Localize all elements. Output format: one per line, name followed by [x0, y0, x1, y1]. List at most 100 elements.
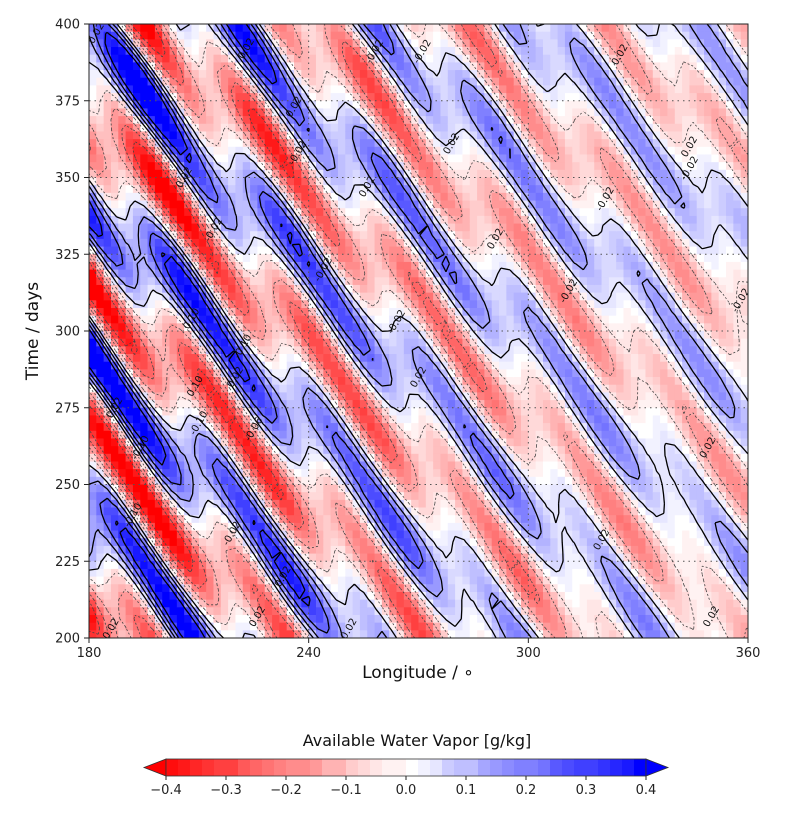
heatmap-cell	[257, 630, 266, 638]
heatmap-cell	[396, 492, 405, 501]
heatmap-cell	[154, 108, 163, 117]
heatmap-cell	[462, 200, 471, 209]
heatmap-cell	[418, 622, 427, 631]
heatmap-cell	[462, 354, 471, 363]
heatmap-cell	[272, 346, 280, 355]
heatmap-cell	[228, 231, 237, 240]
heatmap-cell	[110, 307, 119, 317]
heatmap-cell	[411, 39, 420, 48]
heatmap-cell	[469, 377, 478, 386]
heatmap-cell	[418, 93, 427, 102]
heatmap-cell	[154, 492, 163, 501]
heatmap-cell	[462, 461, 471, 470]
heatmap-cell	[162, 116, 171, 125]
heatmap-cell	[213, 200, 222, 209]
heatmap-cell	[89, 423, 97, 432]
heatmap-cell	[169, 31, 178, 40]
heatmap-cell	[132, 614, 141, 624]
heatmap-cell	[542, 238, 551, 248]
heatmap-cell	[447, 24, 456, 33]
heatmap-cell	[374, 238, 383, 248]
heatmap-cell	[389, 599, 398, 608]
heatmap-cell	[345, 54, 354, 63]
heatmap-cell	[359, 277, 368, 286]
heatmap-cell	[491, 622, 500, 631]
heatmap-cell	[162, 246, 171, 255]
heatmap-cell	[264, 530, 273, 539]
heatmap-cell	[118, 131, 127, 140]
heatmap-cell	[469, 284, 478, 294]
heatmap-cell	[499, 200, 507, 209]
heatmap-cell	[118, 576, 127, 585]
heatmap-cell	[425, 446, 434, 455]
heatmap-cell	[433, 93, 442, 102]
heatmap-cell	[499, 614, 507, 624]
heatmap-cell	[96, 469, 105, 478]
heatmap-cell	[264, 561, 273, 570]
heatmap-cell	[528, 169, 537, 179]
heatmap-cell	[301, 423, 310, 432]
heatmap-cell	[352, 538, 361, 547]
heatmap-cell	[176, 400, 185, 409]
heatmap-cell	[513, 338, 522, 347]
heatmap-cell	[433, 453, 442, 463]
heatmap-cell	[425, 461, 434, 470]
heatmap-cell	[89, 24, 97, 33]
heatmap-cell	[477, 484, 485, 493]
heatmap-cell	[513, 492, 522, 501]
heatmap-cell	[308, 300, 317, 309]
heatmap-cell	[542, 277, 551, 286]
heatmap-cell	[396, 292, 405, 301]
heatmap-cell	[286, 70, 295, 79]
heatmap-cell	[176, 392, 185, 401]
heatmap-cell	[411, 77, 420, 86]
heatmap-cell	[374, 24, 383, 33]
heatmap-cell	[147, 530, 156, 539]
heatmap-cell	[330, 70, 339, 79]
heatmap-cell	[169, 192, 178, 202]
heatmap-cell	[440, 77, 449, 86]
heatmap-cell	[213, 346, 222, 355]
heatmap-cell	[191, 515, 200, 524]
heatmap-cell	[96, 292, 105, 301]
heatmap-cell	[89, 515, 97, 524]
heatmap-cell	[315, 484, 324, 493]
heatmap-cell	[403, 492, 412, 501]
heatmap-cell	[323, 323, 332, 332]
heatmap-cell	[381, 146, 390, 156]
heatmap-cell	[484, 162, 493, 171]
heatmap-cell	[96, 384, 105, 393]
heatmap-cell	[521, 300, 529, 309]
heatmap-cell	[499, 223, 507, 232]
heatmap-cell	[521, 331, 529, 340]
heatmap-cell	[411, 146, 420, 156]
heatmap-cell	[477, 622, 485, 631]
heatmap-cell	[433, 484, 442, 493]
heatmap-cell	[323, 47, 332, 56]
heatmap-cell	[308, 70, 317, 79]
heatmap-cell	[462, 438, 471, 447]
heatmap-cell	[213, 423, 222, 432]
heatmap-cell	[433, 192, 442, 202]
heatmap-cell	[220, 338, 229, 347]
heatmap-cell	[315, 553, 324, 562]
heatmap-cell	[425, 568, 434, 578]
heatmap-cell	[535, 622, 544, 631]
heatmap-cell	[389, 261, 398, 271]
heatmap-cell	[433, 154, 442, 163]
heatmap-cell	[337, 93, 346, 102]
heatmap-cell	[184, 476, 193, 486]
heatmap-cell	[469, 515, 478, 524]
heatmap-cell	[323, 599, 332, 608]
heatmap-cell	[389, 469, 398, 478]
heatmap-cell	[447, 31, 456, 40]
heatmap-cell	[491, 277, 500, 286]
heatmap-cell	[147, 108, 156, 117]
heatmap-cell	[433, 476, 442, 486]
heatmap-cell	[103, 24, 112, 33]
heatmap-cell	[469, 292, 478, 301]
heatmap-cell	[381, 93, 390, 102]
heatmap-cell	[433, 545, 442, 555]
heatmap-cell	[198, 476, 207, 486]
heatmap-cell	[396, 139, 405, 148]
